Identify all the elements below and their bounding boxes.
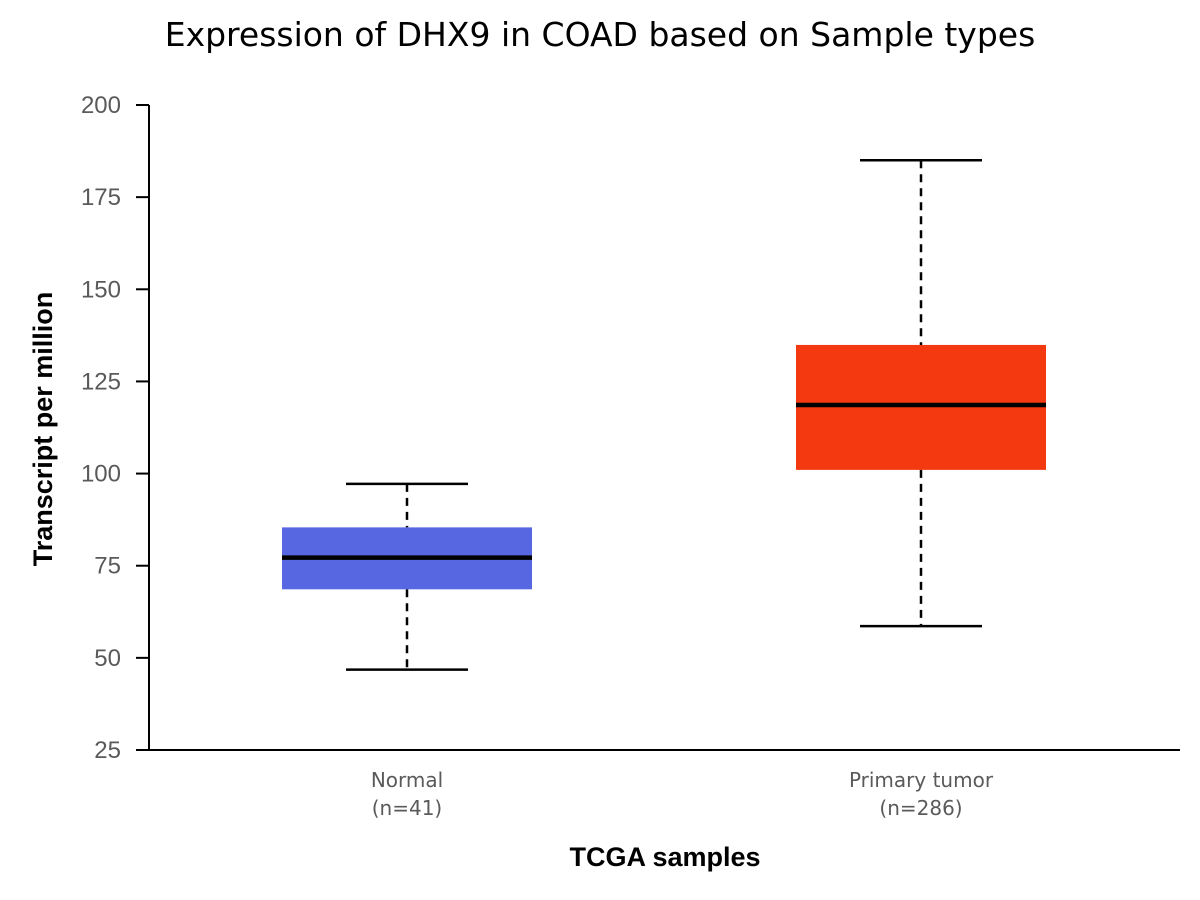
y-axis-label: Transcript per million — [28, 292, 58, 567]
y-tick-label: 150 — [81, 276, 121, 303]
box-group-normal — [282, 482, 532, 671]
y-tick-label: 50 — [94, 645, 121, 672]
y-tick-label: 100 — [81, 461, 121, 488]
y-tick-label: 25 — [94, 737, 121, 764]
y-axis: 25 50 75 100 125 150 175 200 — [81, 92, 150, 764]
x-tick-label: Normal — [371, 768, 443, 792]
x-axis-label: TCGA samples — [569, 842, 760, 872]
x-axis: Normal (n=41) Primary tumor (n=286) — [149, 749, 1180, 820]
y-tick-label: 125 — [81, 368, 121, 395]
plot-area — [282, 159, 1046, 671]
y-tick-label: 175 — [81, 184, 121, 211]
y-tick-label: 200 — [81, 92, 121, 119]
y-tick-label: 75 — [94, 553, 121, 580]
iqr-box — [796, 344, 1046, 470]
chart-title: Expression of DHX9 in COAD based on Samp… — [165, 15, 1036, 54]
box-group-primary-tumor — [796, 159, 1046, 628]
x-tick-count-label: (n=41) — [372, 796, 443, 820]
x-tick-count-label: (n=286) — [879, 796, 962, 820]
x-tick-label: Primary tumor — [849, 768, 994, 792]
